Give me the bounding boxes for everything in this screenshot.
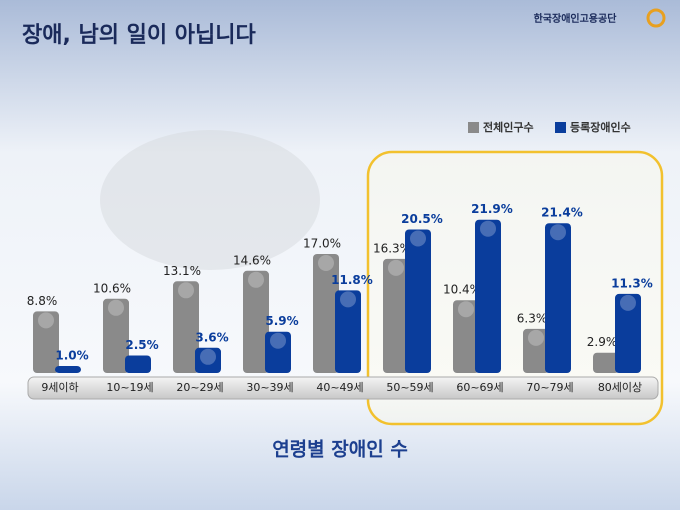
legend-label: 등록장애인수 [570, 120, 631, 134]
bar-head [178, 282, 194, 299]
bar [405, 229, 431, 373]
value-label: 5.9% [265, 314, 298, 328]
x-tick-label: 20~29세 [176, 381, 223, 394]
value-label: 21.4% [541, 206, 583, 220]
value-label: 11.8% [331, 273, 373, 287]
bar-head [38, 312, 54, 329]
bar-head [340, 291, 356, 308]
value-label: 16.3% [373, 241, 411, 255]
chart-caption: 연령별 장애인 수 [272, 439, 408, 461]
legend-swatch [555, 122, 566, 133]
value-label: 8.8% [27, 294, 58, 308]
x-tick-label: 9세이하 [41, 380, 78, 394]
value-label: 13.1% [163, 264, 201, 278]
bar [335, 290, 361, 373]
page-title: 장애, 남의 일이 아닙니다 [22, 23, 256, 48]
x-tick-label: 10~19세 [106, 381, 153, 394]
bar [545, 223, 571, 373]
bar-head [388, 259, 404, 276]
value-label: 10.6% [93, 281, 131, 295]
value-label: 10.4% [443, 283, 481, 297]
value-label: 3.6% [195, 330, 228, 344]
bar [475, 219, 501, 373]
legend-label: 전체인구수 [483, 120, 534, 134]
value-label: 21.9% [471, 202, 513, 216]
bar [243, 270, 269, 373]
bar-head [108, 299, 124, 316]
logo-mark [646, 8, 666, 28]
legend-swatch [468, 122, 479, 133]
x-tick-label: 50~59세 [386, 381, 433, 394]
value-label: 1.0% [55, 349, 88, 363]
bar-head [480, 220, 496, 237]
bar-head [528, 329, 544, 346]
value-label: 17.0% [303, 237, 341, 251]
x-tick-label: 80세이상 [598, 381, 642, 394]
x-tick-label: 70~79세 [526, 381, 573, 394]
bar [55, 366, 81, 373]
bar [453, 300, 479, 373]
bar [523, 328, 549, 373]
logo-text: 한국장애인고용공단 [534, 12, 618, 25]
value-label: 2.5% [125, 338, 158, 352]
x-tick-label: 40~49세 [316, 381, 363, 394]
photo-backdrop [100, 130, 320, 270]
value-label: 20.5% [401, 212, 443, 226]
highlight-box [366, 150, 664, 426]
bar-head [458, 301, 474, 318]
bar [33, 311, 59, 373]
bar-head [270, 332, 286, 349]
category-band [27, 376, 659, 400]
value-label: 11.3% [611, 276, 653, 290]
bar [195, 347, 221, 373]
value-label: 14.6% [233, 253, 271, 267]
x-tick-label: 60~69세 [456, 381, 503, 394]
bar [125, 355, 151, 373]
bar-head [248, 271, 264, 288]
bar-head [200, 348, 216, 365]
x-tick-label: 30~39세 [246, 381, 293, 394]
bar [103, 298, 129, 373]
bar-head [620, 294, 636, 311]
value-label: 2.9% [587, 335, 618, 349]
bar [593, 352, 619, 373]
bar-head [550, 224, 566, 241]
bar-head [318, 255, 334, 271]
bar [615, 293, 641, 373]
bar-head [410, 230, 426, 247]
value-label: 6.3% [517, 311, 548, 325]
bar [173, 281, 199, 373]
bar [383, 258, 409, 373]
bar [265, 331, 291, 373]
bar [313, 254, 339, 373]
